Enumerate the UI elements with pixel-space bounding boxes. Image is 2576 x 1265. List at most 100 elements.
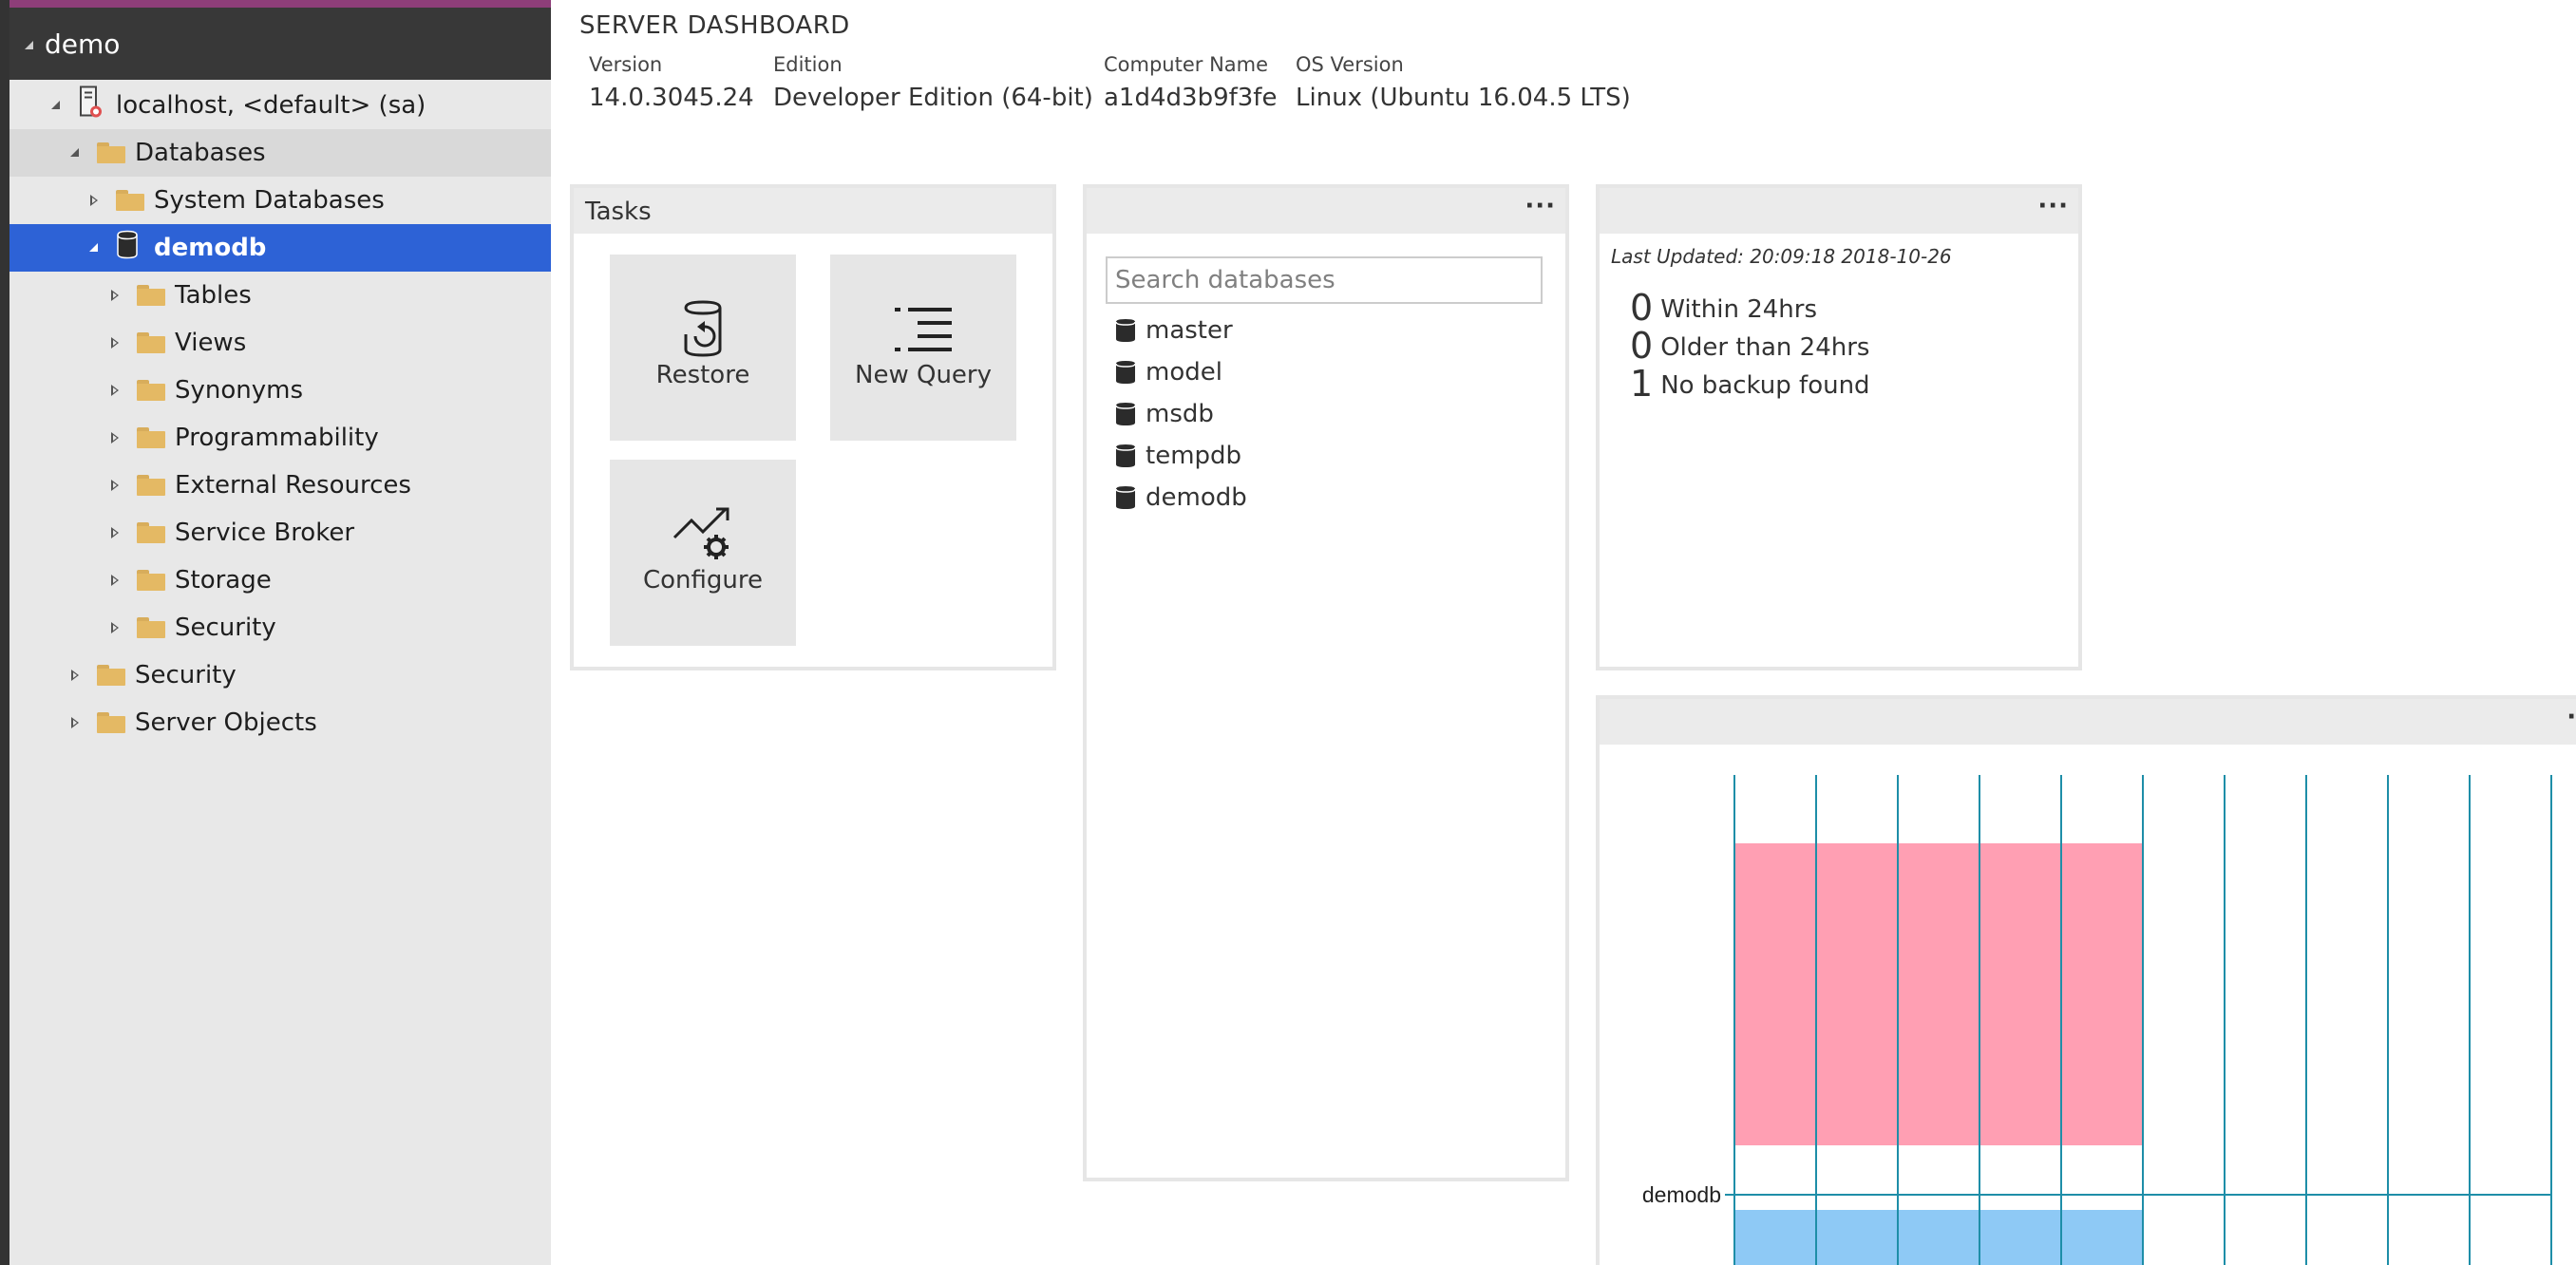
backup-label: Within 24hrs bbox=[1660, 295, 1817, 324]
folder-icon bbox=[137, 285, 165, 306]
backup-none-found: 1 No backup found bbox=[1630, 363, 1870, 405]
folder-icon bbox=[137, 380, 165, 401]
property-key: Computer Name bbox=[1104, 53, 1269, 76]
new-query-task-button[interactable]: New Query bbox=[830, 255, 1016, 441]
property-value: Developer Edition (64-bit) bbox=[773, 84, 1093, 112]
tree-item-service-broker[interactable]: Service Broker bbox=[9, 509, 551, 557]
widget-header: Tasks bbox=[574, 188, 1052, 234]
database-list-item[interactable]: tempdb bbox=[1115, 437, 1241, 475]
property-edition: Edition Developer Edition (64-bit) bbox=[773, 53, 1093, 112]
database-name: tempdb bbox=[1146, 442, 1242, 470]
last-updated-text: Last Updated: 20:09:18 2018-10-26 bbox=[1611, 245, 1952, 268]
task-label: Configure bbox=[642, 566, 763, 595]
activity-bar bbox=[0, 0, 9, 1265]
database-name: demodb bbox=[1146, 483, 1247, 512]
backup-label: Older than 24hrs bbox=[1660, 333, 1870, 362]
folder-icon bbox=[137, 570, 165, 591]
folder-icon bbox=[137, 332, 165, 353]
widget-header: ··· bbox=[1087, 188, 1565, 234]
property-value: a1d4d3b9f3fe bbox=[1104, 84, 1278, 112]
backup-count: 0 bbox=[1630, 287, 1654, 329]
chevron-right-icon[interactable] bbox=[108, 620, 122, 635]
restore-task-button[interactable]: Restore bbox=[610, 255, 796, 441]
tree-item-programmability[interactable]: Programmability bbox=[9, 414, 551, 462]
page-title: SERVER DASHBOARD bbox=[579, 11, 850, 40]
database-list-item[interactable]: master bbox=[1115, 312, 1233, 349]
property-value: Linux (Ubuntu 16.04.5 LTS) bbox=[1296, 84, 1631, 112]
database-list-item[interactable]: model bbox=[1115, 353, 1222, 391]
database-icon bbox=[1115, 444, 1136, 467]
tree-item-label: System Databases bbox=[154, 186, 385, 215]
tree-item-security[interactable]: Security bbox=[9, 651, 551, 699]
database-icon bbox=[116, 230, 139, 266]
chevron-right-icon[interactable] bbox=[108, 383, 122, 398]
database-list-item[interactable]: msdb bbox=[1115, 395, 1214, 433]
search-databases-input[interactable] bbox=[1106, 256, 1543, 304]
configure-task-button[interactable]: Configure bbox=[610, 460, 796, 646]
task-label: New Query bbox=[855, 361, 992, 389]
tree-item-views[interactable]: Views bbox=[9, 319, 551, 367]
tree-item-external-resources[interactable]: External Resources bbox=[9, 462, 551, 509]
backup-count: 0 bbox=[1630, 325, 1654, 367]
database-name: master bbox=[1146, 316, 1233, 345]
more-actions-button[interactable]: ··· bbox=[1525, 192, 1556, 220]
chevron-right-icon[interactable] bbox=[108, 573, 122, 588]
folder-icon bbox=[97, 665, 125, 686]
chevron-down-icon[interactable] bbox=[87, 240, 101, 255]
chevron-right-icon[interactable] bbox=[68, 715, 82, 730]
server-dashboard: SERVER DASHBOARD Version 14.0.3045.24 Ed… bbox=[551, 0, 2576, 1265]
tree-item-synonyms[interactable]: Synonyms bbox=[9, 367, 551, 414]
folder-icon bbox=[116, 190, 144, 211]
chevron-right-icon[interactable] bbox=[68, 668, 82, 683]
tree-item-tables[interactable]: Tables bbox=[9, 272, 551, 319]
tree-item-system-databases[interactable]: System Databases bbox=[9, 177, 551, 224]
chart-category-label: demodb bbox=[1642, 1182, 1721, 1207]
tree-item-demodb[interactable]: demodb bbox=[9, 224, 551, 272]
tree-item-label: Server Objects bbox=[135, 708, 317, 737]
backup-count: 1 bbox=[1630, 363, 1654, 405]
backup-label: No backup found bbox=[1660, 371, 1870, 400]
new-query-icon bbox=[895, 308, 952, 351]
tasks-widget: Tasks Restore New Query bbox=[570, 184, 1056, 670]
tree-item-label: Databases bbox=[135, 139, 266, 167]
chevron-right-icon[interactable] bbox=[108, 335, 122, 350]
folder-icon bbox=[137, 475, 165, 496]
configure-icon bbox=[672, 507, 729, 559]
more-actions-button[interactable]: ··· bbox=[2037, 192, 2069, 220]
chevron-right-icon[interactable] bbox=[87, 193, 101, 208]
tree-item-label: Synonyms bbox=[175, 376, 304, 405]
tree-item-server-objects[interactable]: Server Objects bbox=[9, 699, 551, 746]
database-icon bbox=[1115, 486, 1136, 509]
widget-title: Tasks bbox=[585, 198, 652, 226]
folder-icon bbox=[137, 522, 165, 543]
chevron-right-icon[interactable] bbox=[108, 288, 122, 303]
connection-title: demo bbox=[45, 28, 121, 60]
chevron-right-icon[interactable] bbox=[108, 430, 122, 445]
database-icon bbox=[1115, 361, 1136, 384]
tree-item-label: Tables bbox=[175, 281, 252, 310]
restore-icon bbox=[684, 300, 722, 357]
sidebar-connection-header[interactable]: demo bbox=[9, 8, 551, 80]
tree-item-storage[interactable]: Storage bbox=[9, 557, 551, 604]
chevron-right-icon[interactable] bbox=[108, 525, 122, 540]
tree-item-security[interactable]: Security bbox=[9, 604, 551, 651]
chevron-down-icon[interactable] bbox=[68, 145, 82, 160]
tree-item-label: Programmability bbox=[175, 424, 379, 452]
folder-icon bbox=[137, 617, 165, 638]
tree-item-label: Views bbox=[175, 329, 247, 357]
task-label: Restore bbox=[655, 361, 750, 389]
tree-item-label: Service Broker bbox=[175, 519, 355, 547]
widget-header: ··· bbox=[1600, 188, 2078, 234]
tree-item-databases[interactable]: Databases bbox=[9, 129, 551, 177]
tree-item-localhost-default-sa[interactable]: localhost, <default> (sa) bbox=[9, 82, 551, 129]
chevron-down-icon[interactable] bbox=[49, 98, 63, 113]
tree-item-label: External Resources bbox=[175, 471, 411, 500]
bar-chart: demodb bbox=[1642, 775, 2552, 1265]
database-list-item[interactable]: demodb bbox=[1115, 479, 1247, 517]
tree-item-label: Security bbox=[175, 614, 276, 642]
more-actions-button[interactable]: ·· bbox=[2567, 703, 2576, 731]
chevron-right-icon[interactable] bbox=[108, 478, 122, 493]
folder-icon bbox=[137, 427, 165, 448]
property-key: Edition bbox=[773, 53, 843, 76]
